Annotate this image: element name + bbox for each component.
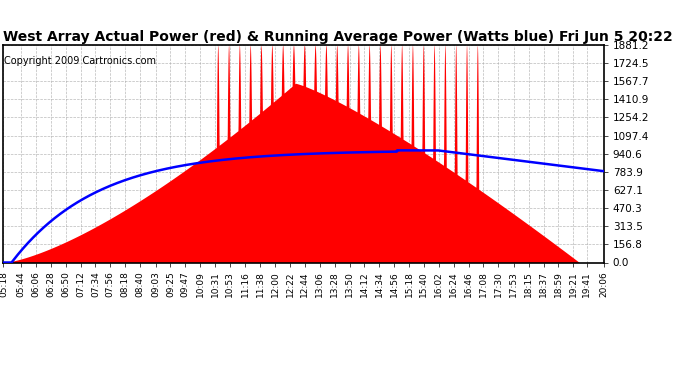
Text: West Array Actual Power (red) & Running Average Power (Watts blue) Fri Jun 5 20:: West Array Actual Power (red) & Running … [3,30,673,44]
Text: Copyright 2009 Cartronics.com: Copyright 2009 Cartronics.com [4,56,156,66]
